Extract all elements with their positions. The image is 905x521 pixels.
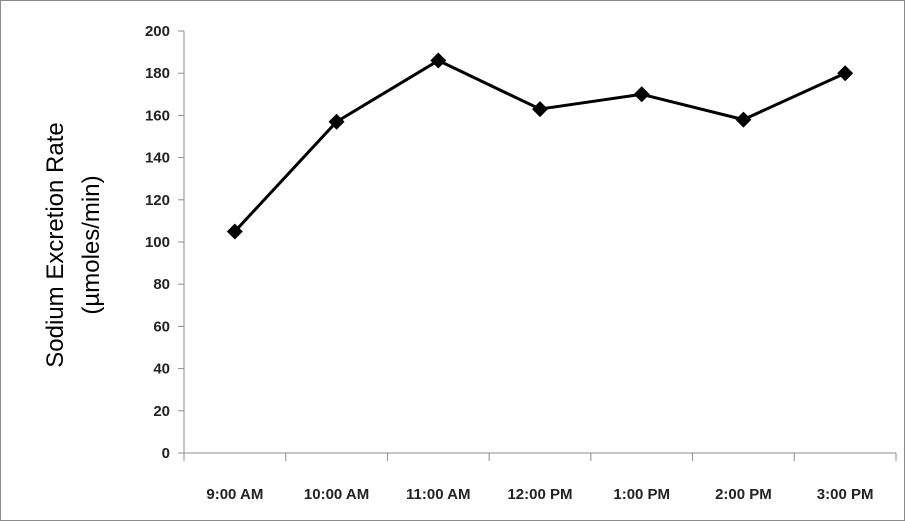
y-tick-label: 200 — [145, 23, 170, 40]
data-point-marker — [837, 65, 854, 82]
data-point-marker — [430, 52, 447, 69]
series-line-path — [233, 59, 846, 233]
y-axis-label-line-2: (µmoles/min) — [78, 175, 105, 314]
y-axis-label: Sodium Excretion Rate (µmoles/min) — [42, 122, 105, 367]
y-tick-label: 20 — [153, 403, 170, 420]
data-point-marker — [532, 101, 548, 118]
y-tick-label: 120 — [145, 192, 170, 209]
series-line — [226, 52, 854, 240]
x-tick-label: 10:00 AM — [304, 486, 369, 503]
data-point-marker — [226, 223, 243, 240]
y-tick-label: 40 — [153, 361, 170, 378]
y-tick-label: 60 — [153, 318, 170, 335]
y-tick-label: 160 — [145, 107, 170, 124]
x-tick-label: 2:00 PM — [715, 486, 772, 503]
y-tick-label: 100 — [145, 234, 170, 251]
y-tick-label: 180 — [145, 65, 170, 82]
x-tick-labels: 9:00 AM 10:00 AM 11:00 AM 12:00 PM 1:00 PM 2:… — [206, 486, 873, 503]
x-tick-label: 3:00 PM — [817, 486, 874, 503]
data-point-marker — [328, 113, 345, 130]
x-tick-label: 1:00 PM — [613, 486, 670, 503]
data-point-marker — [735, 111, 752, 128]
x-tick-label: 9:00 AM — [206, 486, 263, 503]
y-tick-label: 80 — [153, 276, 170, 293]
y-tick-label: 0 — [162, 445, 170, 462]
y-axis-label-line-1: Sodium Excretion Rate — [42, 122, 69, 367]
y-tick-labels: 0 20 40 60 80 100 120 140 160 180 200 — [145, 23, 170, 462]
x-tick-label: 12:00 PM — [507, 486, 572, 503]
y-tick-label: 140 — [145, 150, 170, 167]
axes — [178, 30, 897, 461]
data-point-marker — [633, 86, 650, 103]
x-tick-label: 11:00 AM — [406, 486, 470, 503]
